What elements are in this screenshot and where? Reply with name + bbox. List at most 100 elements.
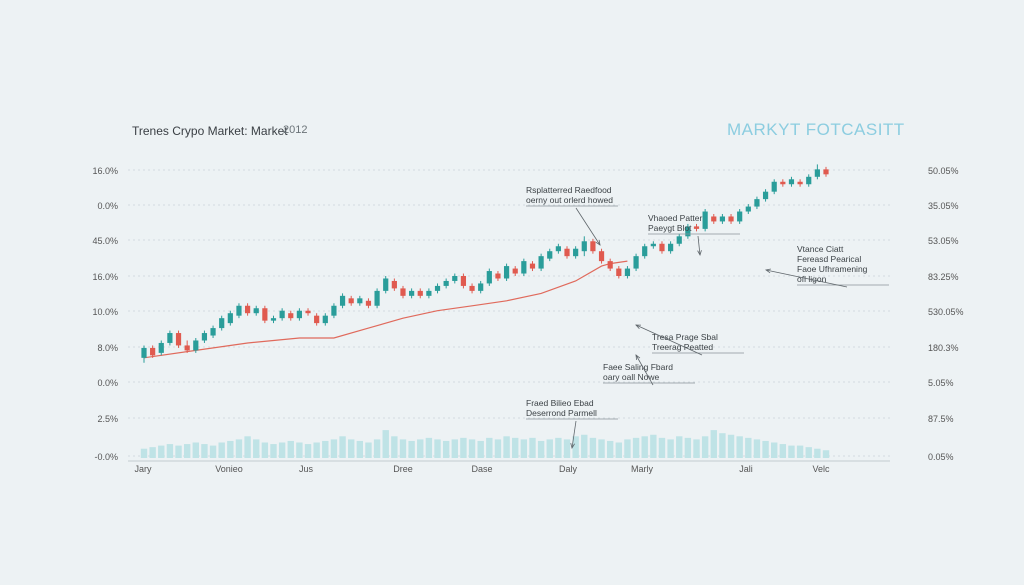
candle-body	[150, 347, 156, 356]
annotation-arrowhead	[570, 443, 575, 450]
candle	[806, 174, 812, 187]
candle-body	[737, 211, 743, 222]
candle-body	[771, 181, 777, 192]
candle	[400, 285, 406, 299]
annotation-text: Faoe Ufhramening	[797, 264, 868, 274]
candle-body	[365, 300, 372, 306]
candle	[486, 268, 492, 286]
candle	[219, 315, 225, 331]
candle	[642, 243, 648, 259]
volume-bar	[641, 436, 648, 458]
volume-bar	[391, 436, 398, 458]
candle	[788, 176, 795, 187]
y-left-tick-label: 16.0%	[92, 166, 118, 176]
volume-bar	[693, 439, 700, 458]
volume-bar	[460, 437, 467, 458]
annotation-arrow	[575, 207, 601, 246]
x-tick-label: Daly	[559, 464, 578, 474]
candle-body	[236, 305, 242, 316]
volume-bar	[736, 436, 743, 458]
volume-bar	[624, 439, 631, 458]
candle	[227, 310, 233, 326]
candle	[460, 273, 467, 289]
x-tick-label: Velc	[812, 464, 830, 474]
x-tick-label: Dree	[393, 464, 413, 474]
candle-body	[719, 216, 726, 222]
candle	[201, 330, 208, 343]
candle-body	[478, 283, 484, 291]
volume-bar	[719, 433, 726, 458]
candle-body	[573, 248, 579, 257]
volume-bar	[278, 442, 286, 458]
candle	[288, 310, 294, 321]
candle	[702, 209, 708, 232]
candle-body	[417, 290, 423, 296]
candle-body	[219, 318, 225, 329]
candle-body	[495, 273, 501, 279]
candle-body	[141, 347, 147, 358]
candle	[426, 288, 432, 299]
annotation-text: Treerag Peatted	[652, 342, 713, 352]
candle-body	[806, 176, 812, 185]
volume-bar	[313, 442, 320, 458]
candle	[383, 276, 389, 294]
candle-body	[305, 310, 311, 314]
x-tick-label: Vonieo	[215, 464, 243, 474]
volume-bar	[287, 440, 294, 458]
candle	[650, 241, 656, 249]
candle	[547, 248, 553, 262]
candle	[210, 325, 216, 338]
volume-bar	[753, 439, 761, 458]
volume-bar	[477, 440, 484, 458]
volume-bar	[417, 439, 424, 458]
candle-body	[745, 206, 751, 212]
candle-body	[443, 280, 449, 286]
candle-body	[762, 191, 769, 200]
candle	[348, 295, 354, 306]
y-left-tick-label: -0.0%	[94, 452, 118, 462]
volume-bar	[771, 442, 778, 458]
annotation-text: Faee Saling Fbard	[603, 362, 673, 372]
candle-body	[547, 251, 553, 259]
candle	[538, 253, 544, 272]
candle-body	[201, 333, 208, 341]
volume-bar	[572, 436, 579, 458]
candle-body	[279, 310, 285, 319]
candle	[624, 266, 631, 279]
candle	[305, 308, 311, 316]
candle	[175, 330, 182, 348]
candle	[495, 271, 501, 281]
candle	[374, 288, 380, 309]
volume-bar	[710, 430, 717, 458]
candle	[331, 303, 337, 319]
candle	[685, 223, 691, 239]
candle	[754, 196, 760, 210]
volume-bar	[296, 442, 303, 458]
candle-body	[175, 333, 182, 346]
volume-bar	[218, 442, 225, 458]
candle	[719, 214, 726, 224]
candle-body	[503, 266, 510, 279]
candle-body	[452, 276, 458, 281]
volume-bar	[451, 439, 458, 458]
volume-bar	[520, 439, 528, 458]
candle	[590, 238, 596, 254]
volume-bar	[650, 434, 657, 458]
candle-body	[434, 285, 441, 291]
volume-bar	[434, 439, 441, 458]
candle	[814, 164, 820, 180]
annotation-text: Fereasd Pearical	[797, 254, 861, 264]
candle	[737, 209, 743, 224]
candle	[745, 204, 751, 214]
candle-body	[685, 226, 691, 237]
volume-bar	[589, 437, 597, 458]
volume-bar	[158, 445, 165, 458]
volume-bar	[175, 445, 182, 458]
candle	[607, 258, 613, 272]
